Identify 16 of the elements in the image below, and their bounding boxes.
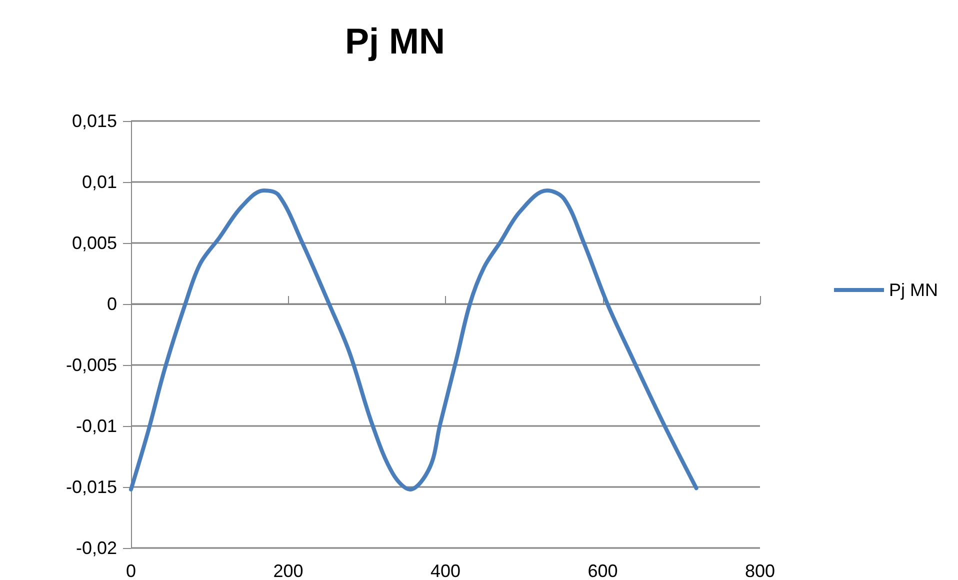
- y-tick-label: -0,005: [66, 355, 117, 375]
- y-tick-label: 0,015: [72, 111, 117, 131]
- y-tick-label: -0,02: [76, 538, 117, 558]
- y-tick-label: -0,01: [76, 416, 117, 436]
- legend-label: Pj MN: [889, 280, 938, 300]
- x-tick-label: 800: [744, 561, 776, 580]
- chart-title: Pj MN: [344, 20, 446, 62]
- y-tick-label: -0,015: [66, 477, 117, 497]
- x-tick-label: 0: [126, 561, 136, 580]
- y-tick-label: 0: [106, 294, 117, 314]
- x-tick-label: 400: [430, 561, 461, 580]
- y-tick-label: 0,005: [72, 233, 117, 253]
- line-series: [129, 188, 698, 492]
- y-tick-label: 0,01: [82, 172, 117, 192]
- x-tick-label: 600: [588, 561, 618, 580]
- x-tick-label: 200: [273, 561, 304, 580]
